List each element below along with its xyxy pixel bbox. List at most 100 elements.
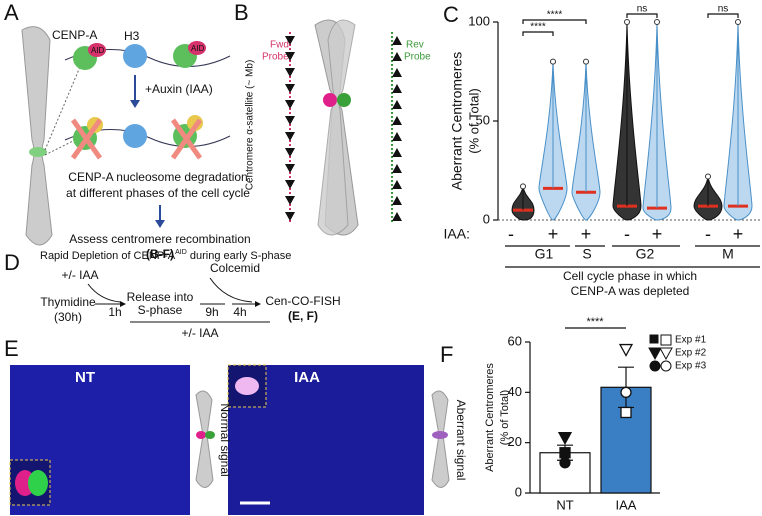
label: Fwd [270, 40, 289, 51]
y-tick-label: 0 [483, 211, 490, 226]
legend-marker [660, 334, 672, 346]
probe-icon [285, 180, 295, 189]
max-point [520, 183, 526, 190]
y-tick-label: 20 [508, 434, 522, 449]
label: +/- IAA [181, 326, 218, 340]
sig-bracket [707, 13, 739, 18]
y-tick-label: 0 [515, 484, 522, 499]
probe-icon [392, 52, 402, 61]
y-tick-label: 60 [508, 333, 522, 348]
sig-label: **** [530, 22, 546, 33]
title-part: Rapid Depletion of CENP-A [40, 250, 176, 262]
caption: Assess centromere recombination [69, 232, 250, 246]
panel-label: B [234, 0, 249, 25]
x-tick-label: IAA [616, 497, 637, 512]
panel-a: CENP-A AID AID H3 +Auxin (IAA) CENP-A nu… [21, 26, 251, 261]
label: +Auxin (IAA) [145, 82, 213, 96]
probe-icon [285, 164, 295, 173]
max-point [624, 19, 630, 25]
axis-label: Aberrant Centromeres [484, 363, 496, 472]
probe-icon [392, 148, 402, 157]
probe-icon [285, 132, 295, 141]
label: S-phase [138, 303, 183, 317]
point [620, 386, 632, 398]
label: (E, F) [288, 309, 318, 323]
caption: at different phases of the cell cycle [66, 186, 250, 200]
probe-icon [392, 164, 402, 173]
treatment-label: + [548, 224, 559, 244]
title-sup: AID [175, 249, 187, 256]
sig-label: **** [586, 316, 604, 328]
probe-icon [392, 100, 402, 109]
label: CENP-A [52, 28, 97, 42]
x-tick-label: NT [556, 497, 573, 512]
y-tick-label: 50 [476, 112, 490, 127]
probe-icon [392, 84, 402, 93]
sig-label: ns [718, 4, 729, 15]
probe-icon [392, 180, 402, 189]
legend-marker [660, 360, 672, 372]
probe-icon [285, 196, 295, 205]
max-point [735, 19, 741, 25]
label: Rev [406, 40, 424, 51]
caption: (B-F) [146, 247, 174, 261]
title: Rapid Depletion of CENP-AAID during earl… [40, 249, 291, 262]
panel-b: Centromere α-satellite (~ Mb) Fwd Probe … [245, 19, 431, 236]
x-title: CENP-A was depleted [571, 284, 690, 298]
y-tick-label: 40 [508, 384, 522, 399]
phase-label: G2 [636, 246, 655, 262]
probe-icon [285, 68, 295, 77]
sig-bracket [522, 31, 554, 36]
legend-marker [649, 360, 661, 372]
panel-d: Rapid Depletion of CENP-AAID during earl… [40, 249, 341, 340]
phase-label: S [582, 246, 591, 262]
treatment-label: + [652, 224, 663, 244]
probe-icon [285, 148, 295, 157]
x-title: Cell cycle phase in which [563, 269, 697, 283]
max-point [583, 58, 589, 65]
image-label: IAA [294, 369, 320, 386]
label: Colcemid [210, 261, 260, 275]
legend-label: Exp #2 [675, 348, 707, 359]
max-point [705, 173, 711, 180]
label: Probe [404, 52, 431, 63]
probe-icon [392, 116, 402, 125]
legend-marker [659, 347, 673, 361]
label: Aberrant signal [454, 400, 468, 481]
legend-marker [649, 334, 659, 344]
probe-icon [285, 116, 295, 125]
probe-icon [285, 36, 295, 45]
probe-icon [285, 100, 295, 109]
probe-icon [392, 212, 402, 221]
treatment-label: - [508, 224, 514, 244]
label: AID [91, 46, 105, 55]
label: 4h [233, 305, 246, 319]
image-label: NT [75, 369, 95, 386]
probe-icon [392, 36, 402, 45]
axis-label: (% of Total) [466, 88, 481, 154]
panel-label: F [440, 342, 453, 367]
label: +/- IAA [61, 268, 98, 282]
label: Release into [127, 290, 194, 304]
treatment-label: - [705, 224, 711, 244]
phase-label: M [722, 246, 734, 262]
legend-label: Exp #3 [675, 361, 707, 372]
treatment-label: + [733, 224, 744, 244]
chart-f: 0 20 40 60 Aberrant Centromeres (% of Total) N… [484, 316, 707, 513]
phase-label: G1 [535, 246, 554, 262]
panel-label: E [4, 336, 19, 361]
iaa-label: IAA: [444, 226, 470, 242]
label: 9h [205, 305, 218, 319]
probe-icon [285, 84, 295, 93]
sig-bracket [522, 19, 587, 24]
probe-icon [392, 196, 402, 205]
y-tick-label: 100 [468, 13, 490, 28]
panel-label: A [4, 0, 19, 25]
max-point [654, 19, 660, 25]
label: H3 [124, 29, 140, 43]
probe-icon [285, 212, 295, 221]
probe-icon [392, 132, 402, 141]
title-part: during early S-phase [187, 250, 292, 262]
panel-label: D [4, 250, 20, 275]
